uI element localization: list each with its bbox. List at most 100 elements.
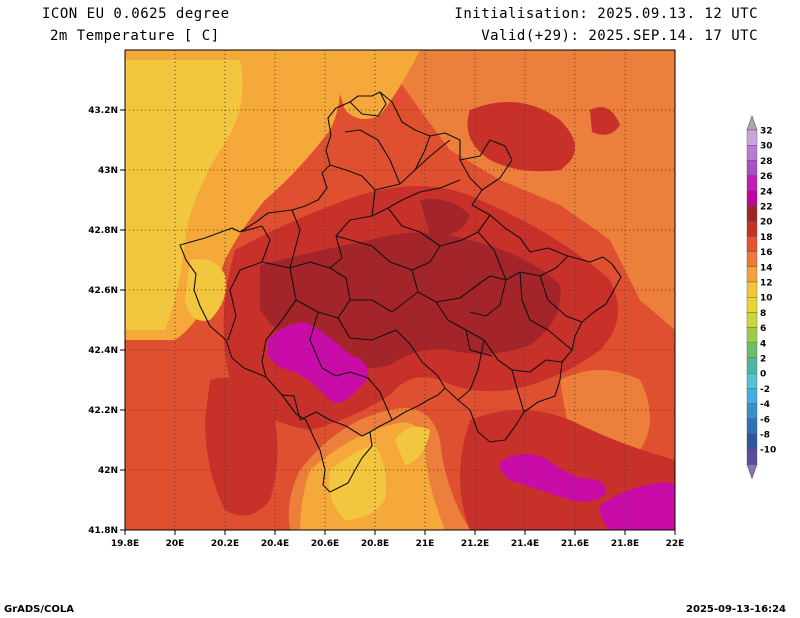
colorbar-swatch: [746, 449, 758, 465]
colorbar-label: -4: [760, 400, 770, 410]
lat-label: 41.8N: [88, 526, 118, 536]
lon-label: 20.8E: [361, 539, 389, 549]
field-region-26-w: [268, 322, 369, 404]
colorbar-top-arrow: [746, 115, 758, 131]
colorbar-swatch: [746, 373, 758, 389]
temperature-field: [125, 50, 675, 530]
field-region-14-s: [329, 445, 387, 520]
colorbar-label: 12: [760, 279, 773, 289]
colorbar-swatch: [746, 418, 758, 435]
district-line: [519, 271, 573, 351]
colorbar-label: 4: [760, 339, 766, 349]
colorbar-label: 10: [760, 294, 773, 304]
colorbar-label: 24: [760, 187, 773, 197]
colorbar-swatch: [746, 327, 758, 344]
lon-label: 20.4E: [261, 539, 289, 549]
district-line: [511, 369, 525, 413]
colorbar-swatch: [746, 403, 758, 420]
field-region-14-w: [125, 60, 243, 330]
district-line: [227, 225, 271, 341]
district-line: [435, 301, 563, 373]
colorbar-swatch: [746, 357, 758, 374]
lon-label: 22E: [666, 539, 685, 549]
colorbar-swatch: [746, 160, 758, 176]
colorbar-label: -6: [760, 415, 770, 425]
colorbar-swatch: [746, 144, 758, 161]
field-region-16-n: [330, 50, 420, 119]
lat-label: 43.2N: [88, 106, 118, 116]
district-line: [344, 129, 401, 185]
colorbar-bottom-arrow: [746, 464, 758, 480]
lon-label: 19.8E: [111, 539, 139, 549]
district-line: [335, 207, 441, 271]
lon-labels: 19.8E 20E 20.2E 20.4E 20.6E 20.8E 21E 21…: [111, 539, 685, 549]
colorbar-label: 32: [760, 127, 773, 137]
district-line: [281, 394, 301, 421]
colorbar-swatch: [746, 251, 758, 268]
colorbar-label: 26: [760, 172, 773, 182]
field-region-26-se: [499, 453, 606, 502]
district-line: [337, 317, 446, 389]
colorbar-label: 16: [760, 248, 773, 258]
district-line: [477, 231, 507, 281]
field-region-24-c: [260, 232, 561, 369]
colorbar-label: 6: [760, 324, 766, 334]
colorbar-swatch: [746, 129, 758, 146]
graticule: [125, 50, 675, 530]
colorbar-swatch: [746, 266, 758, 283]
render-timestamp: 2025-09-13-16:24: [686, 604, 786, 615]
valid-time: Valid(+29): 2025.SEP.14. 17 UTC: [481, 28, 758, 44]
field-region-22-sw: [205, 377, 278, 516]
initialisation-time: Initialisation: 2025.09.13. 12 UTC: [454, 6, 758, 22]
colorbar-swatch: [746, 236, 758, 252]
colorbar-label: 8: [760, 309, 766, 319]
district-line: [411, 255, 569, 303]
field-region-22-ne: [467, 102, 575, 172]
colorbar-label: 2: [760, 355, 766, 365]
district-line: [261, 179, 461, 269]
admin-boundaries: [179, 91, 622, 493]
field-region-24-e: [420, 199, 470, 236]
colorbar-label: 22: [760, 203, 773, 213]
model-title: ICON EU 0.0625 degree: [42, 6, 230, 22]
lon-label: 20.2E: [211, 539, 239, 549]
district-line: [350, 291, 419, 313]
variable-title: 2m Temperature [ C]: [50, 28, 220, 44]
colorbar-swatch: [746, 388, 758, 404]
lon-label: 21.6E: [561, 539, 589, 549]
lon-label: 21.8E: [611, 539, 639, 549]
colorbar-label: 0: [760, 370, 766, 380]
district-line: [539, 275, 583, 323]
lon-label: 20E: [166, 539, 185, 549]
colorbar-swatch: [746, 312, 758, 328]
colorbar-label: 28: [760, 157, 773, 167]
district-line: [459, 139, 513, 191]
lon-label: 21.4E: [511, 539, 539, 549]
district-line: [329, 164, 376, 217]
district-line: [469, 279, 507, 317]
axis-ticks: [120, 109, 676, 535]
colorbar-label: -8: [760, 431, 770, 441]
lat-label: 42.2N: [88, 406, 118, 416]
colorbar-swatch: [746, 433, 758, 450]
software-credit: GrADS/COLA: [4, 604, 74, 615]
district-line: [439, 214, 491, 247]
district-line: [261, 299, 297, 378]
colorbar-swatch: [746, 190, 758, 207]
lat-label: 42.6N: [88, 286, 118, 296]
field-region-14-s2: [395, 426, 430, 465]
colorbar-swatch: [746, 220, 758, 237]
lon-label: 21E: [416, 539, 435, 549]
colorbar-swatch: [746, 205, 758, 222]
lat-label: 43N: [98, 166, 118, 176]
field-region-22-ne2: [590, 107, 620, 135]
lat-label: 42.4N: [88, 346, 118, 356]
district-line: [367, 377, 393, 421]
lat-label: 42.8N: [88, 226, 118, 236]
colorbar-swatch: [746, 297, 758, 313]
field-region-26-se2: [599, 482, 675, 530]
colorbar-swatch: [746, 281, 758, 298]
district-line: [374, 139, 451, 191]
colorbar-swatch: [746, 342, 758, 359]
